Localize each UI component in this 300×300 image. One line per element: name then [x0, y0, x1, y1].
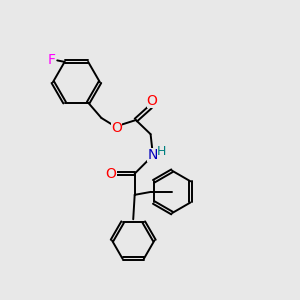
- Text: O: O: [106, 167, 117, 181]
- Text: O: O: [147, 94, 158, 108]
- Text: O: O: [111, 121, 122, 135]
- Text: N: N: [148, 148, 158, 162]
- Text: F: F: [48, 53, 56, 68]
- Text: H: H: [157, 145, 166, 158]
